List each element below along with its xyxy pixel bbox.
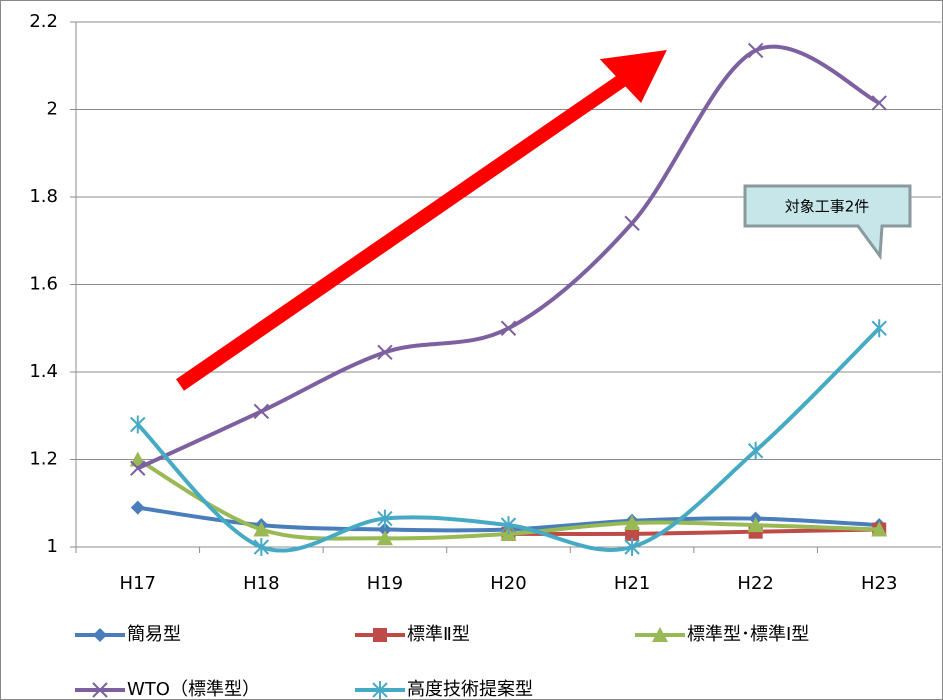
legend-marker bbox=[92, 682, 108, 698]
marker bbox=[377, 344, 393, 361]
x-tick-label: H19 bbox=[367, 573, 403, 594]
marker bbox=[253, 521, 270, 537]
marker bbox=[747, 441, 764, 460]
marker bbox=[871, 521, 888, 537]
x-tick-label: H23 bbox=[861, 573, 897, 594]
legend-item: WTO（標準型） bbox=[75, 679, 260, 700]
legend-marker bbox=[93, 628, 107, 642]
x-tick-label: H20 bbox=[490, 573, 526, 594]
series-line bbox=[508, 527, 880, 537]
marker bbox=[253, 403, 270, 420]
x-tick-label: H18 bbox=[243, 573, 279, 594]
x-tick-label: H17 bbox=[120, 573, 156, 594]
legend-item: 簡易型 bbox=[75, 624, 181, 645]
marker bbox=[253, 538, 270, 556]
marker bbox=[130, 500, 145, 515]
marker bbox=[624, 215, 640, 231]
y-tick-label: 1.8 bbox=[29, 186, 58, 207]
y-tick-label: 2 bbox=[47, 99, 58, 120]
legend-marker bbox=[652, 627, 668, 642]
marker bbox=[624, 538, 640, 556]
marker bbox=[377, 522, 392, 537]
legend-label: 標準型･標準Ⅰ型 bbox=[687, 624, 809, 645]
marker bbox=[747, 42, 764, 59]
legend-item: 標準型･標準Ⅰ型 bbox=[635, 624, 809, 645]
legend-label: 標準Ⅱ型 bbox=[407, 624, 470, 645]
y-tick-label: 2.2 bbox=[29, 11, 58, 32]
callout-text: 対象工事2件 bbox=[785, 198, 870, 216]
marker bbox=[871, 95, 887, 111]
legend-item: 高度技術提案型 bbox=[355, 679, 533, 700]
marker bbox=[129, 451, 146, 467]
y-tick-label: 1.4 bbox=[29, 361, 58, 382]
callout: 対象工事2件 bbox=[743, 184, 912, 261]
legend-label: WTO（標準型） bbox=[127, 679, 260, 700]
trend-arrow-head bbox=[599, 50, 667, 103]
plot-area: 1 1.2 1.4 1.6 1.8 2 2.2 H17 H18 H19 H20 H21 H22 H23 bbox=[29, 11, 941, 594]
marker bbox=[747, 517, 764, 533]
marker bbox=[625, 526, 640, 541]
marker bbox=[130, 460, 146, 476]
trend-arrow-shaft bbox=[176, 62, 644, 391]
marker bbox=[500, 516, 517, 535]
marker bbox=[130, 415, 146, 434]
legend-marker bbox=[373, 628, 387, 642]
y-tick-label: 1.2 bbox=[29, 449, 58, 470]
marker bbox=[500, 320, 517, 336]
callout-box bbox=[743, 184, 912, 261]
legend-marker bbox=[372, 681, 388, 699]
legend-item: 標準Ⅱ型 bbox=[355, 624, 470, 645]
marker bbox=[377, 509, 393, 528]
legend-label: 簡易型 bbox=[127, 624, 181, 645]
legend-label: 高度技術提案型 bbox=[407, 679, 533, 700]
marker bbox=[871, 319, 887, 338]
marker bbox=[624, 514, 641, 530]
y-tick-label: 1 bbox=[47, 536, 58, 557]
y-tick-label: 1.6 bbox=[29, 274, 58, 295]
x-tick-label: H21 bbox=[614, 573, 650, 594]
marker bbox=[376, 530, 393, 546]
x-tick-label: H22 bbox=[737, 573, 773, 594]
